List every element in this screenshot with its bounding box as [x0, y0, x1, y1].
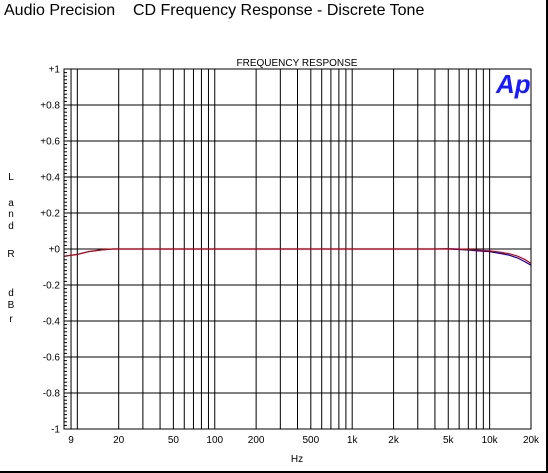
x-tick-label: 200 [248, 435, 265, 446]
y-axis-label-letter: L [8, 172, 14, 183]
y-tick-label: -0.2 [43, 281, 61, 292]
x-tick-label: 50 [168, 435, 180, 446]
y-tick-label: -0.8 [43, 389, 61, 400]
y-tick-label: -0.6 [43, 353, 61, 364]
y-axis-label-letter: R [7, 249, 14, 260]
x-axis-label: Hz [291, 454, 303, 465]
y-tick-label: +0.4 [40, 173, 60, 184]
y-tick-label: +1 [49, 65, 61, 76]
x-tick-label: 10k [482, 435, 499, 446]
y-tick-label: +0.8 [40, 101, 60, 112]
chart-title: FREQUENCY RESPONSE [237, 58, 358, 69]
y-tick-label: -1 [51, 425, 60, 436]
y-axis-label-letter: r [9, 314, 13, 325]
x-tick-label: 100 [206, 435, 223, 446]
y-tick-label: +0.2 [40, 209, 60, 220]
x-tick-label: 5k [443, 435, 455, 446]
y-axis-label-letter: d [8, 288, 14, 299]
x-tick-label: 2k [388, 435, 400, 446]
window-title: Audio Precision CD Frequency Response - … [4, 2, 425, 19]
x-tick-label: 20 [113, 435, 125, 446]
y-axis-label-letter: B [8, 300, 15, 311]
series-line [63, 248, 532, 264]
series-group [63, 248, 532, 266]
x-tick-label: 20k [523, 435, 540, 446]
y-tick-label: +0.6 [40, 137, 60, 148]
y-axis-label-letter: a [8, 198, 14, 209]
y-tick-label: +0 [49, 245, 61, 256]
y-axis-label-letter: d [8, 221, 14, 232]
x-tick-label: 9 [68, 435, 74, 446]
y-axis-label-letter: n [8, 209, 14, 220]
plot-border [63, 68, 532, 430]
y-tick-label: -0.4 [43, 317, 61, 328]
ap-logo: Ap [495, 69, 531, 99]
x-tick-label: 1k [347, 435, 359, 446]
x-tick-label: 500 [302, 435, 319, 446]
